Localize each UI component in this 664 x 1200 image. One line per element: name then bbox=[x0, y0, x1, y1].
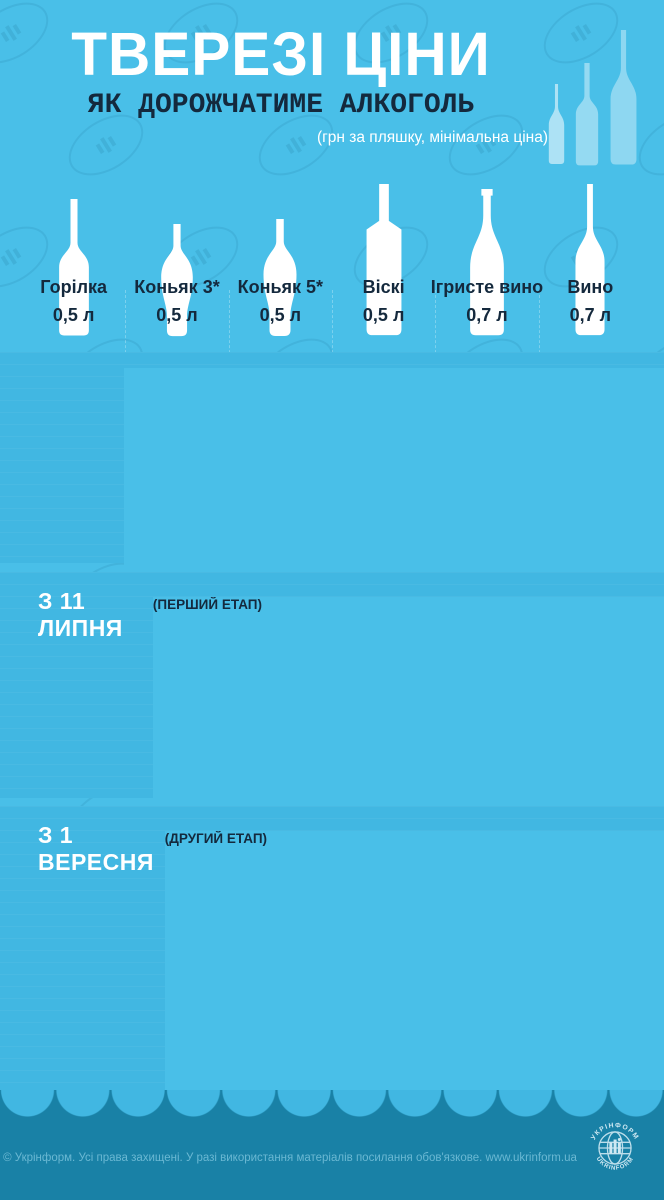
column-volume: 0,5 л bbox=[156, 305, 198, 325]
price-band-3: З 1 ВЕРЕСНЯ(ДРУГИЙ ЕТАП)55,0084,0094,001… bbox=[0, 806, 664, 1200]
header: ТВЕРЕЗІ ЦІНИ ЯК ДОРОЖЧАТИМЕ АЛКОГОЛЬ (гр… bbox=[0, 22, 562, 147]
wine-bottle-icon bbox=[46, 199, 102, 344]
column-header-2: Коньяк 3* 0,5 л bbox=[125, 172, 228, 344]
column-name: Вино bbox=[567, 277, 614, 297]
cognac-bottle-icon bbox=[154, 224, 200, 344]
column-name: Віскі bbox=[362, 277, 405, 297]
column-header-4: Віскі 0,5 л bbox=[332, 172, 435, 344]
column-volume: 0,5 л bbox=[52, 305, 95, 325]
page-subtitle: ЯК ДОРОЖЧАТИМЕ АЛКОГОЛЬ bbox=[87, 90, 475, 122]
wave-scallop-edge bbox=[0, 1090, 664, 1148]
column-volume: 0,5 л bbox=[362, 305, 405, 325]
column-name: Горілка bbox=[40, 277, 108, 297]
column-name: Коньяк 3* bbox=[134, 277, 220, 297]
footer: © Укрінформ. Усі права захищені. У разі … bbox=[0, 1090, 664, 1200]
whisky-bottle-icon bbox=[353, 184, 415, 344]
column-name: Коньяк 5* bbox=[237, 277, 324, 297]
units-note: (грн за пляшку, мінімальна ціна) bbox=[316, 129, 548, 147]
column-volume: 0,7 л bbox=[569, 305, 612, 325]
page-title: ТВЕРЕЗІ ЦІНИ bbox=[71, 20, 491, 88]
cognac-bottle-icon bbox=[256, 219, 304, 344]
slim-wine-bottle-icon bbox=[559, 184, 621, 344]
column-header-6: Вино 0,7 л bbox=[539, 172, 642, 344]
column-name: Ігристе вино bbox=[430, 277, 544, 297]
ukrinform-logo-icon: УКРІНФОРМ UKRINFORM bbox=[582, 1115, 648, 1186]
column-volume: 0,5 л bbox=[259, 305, 302, 325]
column-header-1: Горілка 0,5 л bbox=[22, 172, 125, 344]
column-volume: 0,7 л bbox=[466, 305, 508, 325]
price-band-2: З 11 ЛИПНЯ(ПЕРШИЙ ЕТАП)50,0079,0089,0010… bbox=[0, 572, 664, 1200]
band-title: З 1 ВЕРЕСНЯ bbox=[38, 822, 154, 875]
column-header-3: Коньяк 5* 0,5 л bbox=[229, 172, 332, 344]
column-header-5: Ігристе вино 0,7 л bbox=[431, 172, 543, 344]
sparkling-bottle-icon bbox=[457, 189, 517, 344]
price-band-1: ЗАРАЗ40,0059,0069,0088,0033,0020,00 bbox=[0, 352, 664, 1200]
copyright-text: © Укрінформ. Усі права захищені. У разі … bbox=[3, 1152, 577, 1164]
band-title: З 11 ЛИПНЯ bbox=[38, 588, 123, 641]
column-headers: Горілка 0,5 л Коньяк 3* 0,5 л Коньяк 5* 0,5 л… bbox=[0, 172, 664, 344]
decorative-bottles-icon bbox=[540, 30, 652, 168]
